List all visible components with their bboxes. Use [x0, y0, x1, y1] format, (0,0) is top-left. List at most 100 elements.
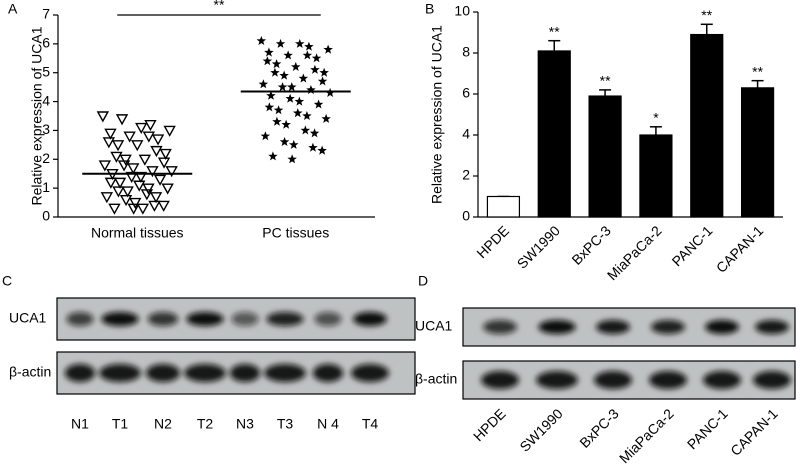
point: [304, 41, 314, 51]
blot-band: [481, 371, 519, 389]
point: [121, 186, 134, 198]
blot-band: [312, 364, 344, 382]
point: [287, 82, 297, 92]
point: [96, 111, 110, 123]
bands: [481, 371, 791, 389]
value-label: **: [549, 23, 560, 39]
point: [161, 183, 174, 195]
point: [273, 105, 284, 115]
point: [98, 160, 112, 172]
point: [266, 90, 276, 100]
point: [157, 200, 170, 212]
blot-band: [536, 371, 578, 389]
point: [110, 151, 123, 163]
point: [319, 67, 329, 77]
point: [258, 79, 269, 89]
x-tick-label: CAPAN-1: [713, 222, 767, 276]
point: [119, 154, 132, 166]
blot-band: [231, 312, 259, 326]
point: [311, 53, 322, 63]
point: [279, 70, 289, 80]
blot-band: [314, 312, 342, 326]
point: [123, 131, 136, 143]
point: [262, 56, 273, 66]
lane-label: MiaPaCa-2: [616, 405, 677, 466]
blot-band: [101, 312, 139, 326]
point: [100, 192, 114, 204]
point: [129, 197, 142, 210]
lane-label: HPDE: [470, 405, 509, 444]
value-label: **: [701, 7, 712, 23]
y-tick-label: 0: [462, 208, 470, 224]
point: [306, 85, 316, 95]
point: [133, 180, 146, 192]
point: [272, 116, 282, 126]
point: [108, 203, 121, 215]
point: [150, 145, 163, 158]
point: [281, 119, 291, 129]
lane-label: PANC-1: [684, 405, 731, 452]
blot-band: [703, 371, 741, 389]
value-label: **: [600, 73, 611, 89]
point: [117, 160, 131, 172]
panel-label: A: [8, 1, 18, 17]
point: [131, 140, 144, 152]
lane-label: SW1990: [516, 405, 565, 454]
point: [112, 186, 125, 198]
y-tick-label: 2: [462, 167, 470, 183]
blot-band: [538, 320, 576, 334]
point: [283, 50, 293, 60]
point: [293, 108, 303, 118]
point: [300, 125, 311, 135]
point: [104, 128, 117, 140]
lane-label: T2: [197, 416, 214, 432]
bar: [486, 195, 521, 218]
x-tick-label: BxPC-3: [568, 222, 614, 268]
y-tick-label: 6: [42, 35, 50, 51]
x-tick-label: MiaPaCa-2: [604, 222, 665, 283]
point: [287, 154, 297, 164]
blot-band: [755, 320, 789, 334]
point: [104, 177, 118, 189]
point: [264, 102, 275, 112]
point: [279, 137, 290, 146]
point: [142, 183, 155, 195]
x-tick-label: PC tissues: [262, 225, 329, 241]
blot-band: [184, 364, 226, 382]
point: [119, 194, 133, 207]
y-tick-label: 4: [42, 92, 50, 108]
point: [157, 157, 171, 169]
blot-band: [266, 312, 304, 326]
lane-label: N3: [236, 416, 254, 432]
blot-band: [147, 312, 179, 326]
point: [256, 36, 267, 45]
blot-band: [705, 320, 739, 334]
bands: [66, 312, 387, 326]
point: [317, 76, 328, 86]
lane-label: BxPC-3: [576, 405, 622, 451]
blot-band: [145, 364, 181, 382]
blot-band: [596, 320, 630, 334]
x-tick-label: HPDE: [473, 222, 512, 261]
y-axis-label: Relative expression of UCA1: [429, 25, 445, 204]
point: [144, 119, 157, 132]
point: [142, 131, 156, 143]
y-tick-label: 7: [42, 6, 50, 22]
point: [302, 111, 312, 120]
point: [309, 128, 320, 138]
value-label: **: [752, 63, 763, 79]
blot-band: [264, 364, 306, 382]
blot-row-label: β-actin: [415, 371, 457, 387]
point: [313, 99, 324, 109]
x-tick-label: PANC-1: [669, 222, 716, 269]
point: [291, 61, 301, 71]
bar: [537, 50, 571, 218]
blot-band: [649, 371, 687, 389]
point: [102, 137, 116, 149]
significance-label: **: [214, 0, 225, 13]
point: [295, 38, 305, 48]
point: [140, 189, 154, 201]
x-tick-label: SW1990: [514, 222, 563, 271]
lane-label: T4: [362, 416, 379, 432]
point: [260, 131, 271, 141]
